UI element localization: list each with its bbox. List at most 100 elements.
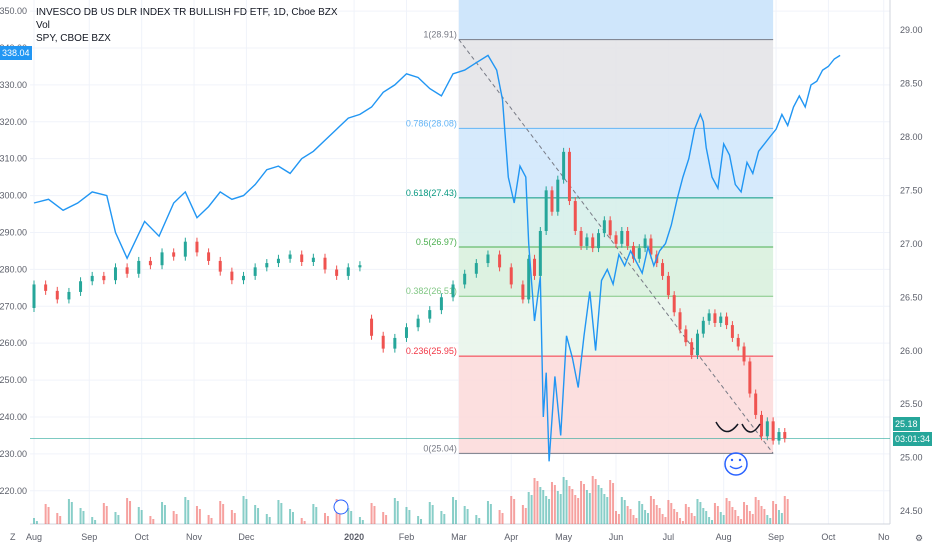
volume-bar [102, 503, 105, 524]
volume-bar [594, 479, 597, 524]
volume-bar [568, 486, 571, 524]
fib-level-label: 0.5(26.97) [416, 237, 457, 247]
volume-bar [664, 517, 667, 524]
volume-bar [117, 515, 120, 524]
candle-body [183, 241, 187, 257]
volume-bar [737, 516, 740, 524]
volume-bar [184, 497, 187, 524]
compare-symbol-label[interactable]: SPY, CBOE BZX [36, 33, 111, 44]
volume-bar [615, 511, 617, 524]
volume-bar [623, 500, 626, 524]
candle-body [556, 179, 560, 212]
left-axis-tick-label: 240.00 [0, 412, 27, 422]
volume-bar [760, 506, 763, 524]
volume-bar [545, 496, 548, 524]
dividend-marker-icon [333, 499, 349, 515]
candle-body [474, 263, 478, 274]
volume-bar [644, 510, 647, 524]
volume-bar [780, 513, 783, 524]
volume-bar [265, 514, 268, 524]
right-axis-tick-label: 27.00 [900, 239, 923, 249]
volume-bar [408, 510, 411, 524]
volume-bar [757, 500, 760, 524]
left-axis-tick-label: 220.00 [0, 486, 27, 496]
candle-body [631, 245, 635, 259]
volume-bar [769, 518, 772, 524]
volume-bar [719, 512, 722, 524]
candle-body [439, 297, 443, 311]
candle-body [742, 346, 746, 362]
uup-last-price-badge: 25.18 [893, 417, 920, 431]
volume-bar [638, 501, 641, 524]
candle-body [602, 220, 606, 234]
candle-body [300, 254, 304, 262]
candle-body [242, 275, 246, 281]
volume-bar [254, 505, 257, 524]
volume-bar [766, 515, 769, 524]
left-axis-tick-label: 230.00 [0, 449, 27, 459]
volume-bar [475, 515, 478, 524]
volume-bar [67, 499, 70, 524]
candle-body [754, 393, 758, 415]
volume-bar [548, 499, 551, 524]
volume-bar [207, 515, 210, 524]
candle-body [765, 421, 769, 437]
volume-bar [382, 512, 385, 524]
volume-bar [632, 515, 635, 524]
candle-body [521, 284, 525, 300]
fib-level-label: 0.382(26.51) [406, 286, 457, 296]
candle-body [760, 414, 763, 437]
candle-body [608, 220, 612, 236]
candle-body [666, 275, 670, 296]
volume-bar [361, 520, 364, 524]
candle-body [32, 284, 36, 308]
candle-body [346, 267, 350, 276]
fib-level-label: 0.618(27.43) [406, 188, 457, 198]
volume-bar [510, 496, 513, 524]
right-axis-tick-label: 27.50 [900, 185, 923, 195]
volume-bar [91, 517, 94, 524]
volume-bar [324, 513, 326, 524]
volume-bar [754, 497, 757, 524]
candle-body [393, 337, 397, 349]
zoom-icon[interactable]: Z [10, 532, 16, 542]
candle-body [567, 151, 571, 202]
volume-bar [126, 498, 129, 524]
x-axis-tick-label: Feb [399, 532, 415, 542]
candle-body [579, 230, 583, 246]
spy-last-price-badge: 338.04 [0, 46, 32, 60]
volume-bar [137, 507, 140, 524]
volume-bar [553, 485, 556, 524]
volume-bar [786, 499, 789, 524]
candle-body [771, 421, 775, 441]
volume-bar [655, 505, 658, 524]
x-axis-tick-label: Jun [609, 532, 624, 542]
candle-body [323, 257, 327, 270]
volume-bar [635, 518, 638, 524]
volume-bar [620, 497, 623, 524]
volume-bar [440, 511, 443, 524]
volume-bar [501, 513, 504, 524]
candle-body [67, 291, 71, 300]
volume-bar [612, 483, 615, 524]
candle-body [335, 269, 339, 276]
candle-body [509, 267, 513, 285]
volume-bar [210, 518, 213, 524]
fib-zone [458, 296, 774, 357]
volume-bar [405, 507, 408, 524]
candle-body [90, 275, 94, 282]
smile-arc-right [741, 423, 761, 433]
candle-body [253, 267, 257, 276]
volume-bar [94, 520, 97, 524]
candle-body [370, 318, 374, 336]
gear-icon[interactable]: ⚙ [915, 533, 924, 543]
right-axis-tick-label: 28.50 [900, 78, 923, 88]
volume-bar [777, 510, 780, 524]
volume-bar [629, 509, 632, 524]
candle-body [137, 260, 141, 274]
candle-body [649, 238, 653, 255]
smiley-mouth [729, 465, 743, 470]
volume-bar [350, 511, 353, 524]
left-axis-tick-label: 250.00 [0, 375, 27, 385]
